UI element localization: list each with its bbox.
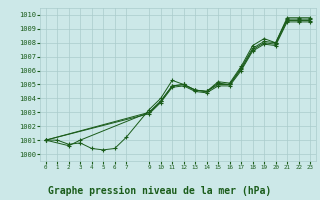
Text: Graphe pression niveau de la mer (hPa): Graphe pression niveau de la mer (hPa) xyxy=(48,186,272,196)
